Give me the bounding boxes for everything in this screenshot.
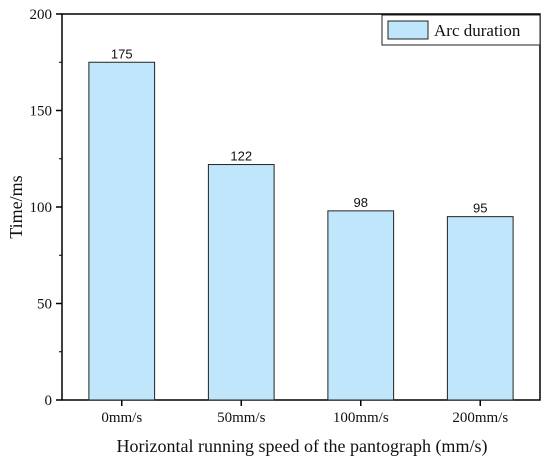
bar-value-label: 175	[111, 46, 133, 61]
bar-value-label: 122	[230, 149, 252, 164]
x-axis-title: Horizontal running speed of the pantogra…	[117, 436, 488, 457]
bar-value-label: 98	[354, 195, 368, 210]
y-tick-label: 100	[30, 200, 53, 216]
y-tick-label: 50	[37, 297, 52, 313]
bar-data-labels: 175 122 98 95	[111, 46, 488, 215]
x-tick-label: 200mm/s	[452, 410, 508, 426]
bars	[88, 61, 514, 401]
legend: Arc duration	[381, 14, 541, 46]
bar	[327, 210, 395, 401]
y-tick-label: 150	[30, 104, 53, 120]
bar	[207, 164, 275, 401]
y-axis-ticks: 0 50 100 150 200	[30, 7, 62, 409]
x-axis-ticks: 0mm/s 50mm/s 100mm/s 200mm/s	[101, 400, 508, 426]
y-axis-title: Time/ms	[6, 175, 26, 238]
x-tick-label: 100mm/s	[333, 410, 389, 426]
x-tick-label: 50mm/s	[217, 410, 266, 426]
legend-label: Arc duration	[434, 21, 521, 40]
y-tick-label: 0	[45, 393, 53, 409]
x-tick-label: 0mm/s	[101, 410, 142, 426]
y-tick-label: 200	[30, 7, 53, 23]
bar	[446, 216, 514, 401]
legend-swatch	[387, 20, 429, 40]
bar-value-label: 95	[473, 201, 487, 216]
bar	[88, 61, 156, 401]
